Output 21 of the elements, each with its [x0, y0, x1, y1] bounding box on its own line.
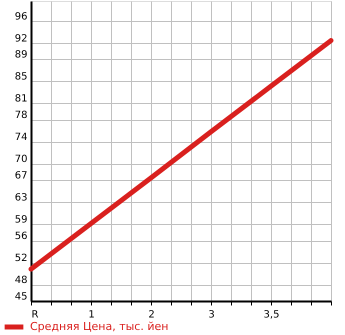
y-tick-label: 45	[14, 292, 28, 302]
y-tick-label: 59	[14, 214, 28, 226]
x-tick-label: 1	[88, 310, 95, 320]
x-tick-label: 2	[148, 310, 155, 320]
y-tick-label: 92	[14, 33, 28, 44]
y-tick-label: 96	[14, 11, 28, 22]
y-tick-label: 70	[14, 154, 28, 166]
x-tick-label: 3	[208, 310, 215, 320]
y-tick-label: 48	[14, 275, 28, 286]
y-tick-label: 52	[14, 253, 28, 264]
y-tick-label: 89	[14, 50, 28, 61]
y-tick-label: 78	[14, 110, 28, 122]
legend-label: Средняя Цена, тыс. йен	[30, 320, 168, 333]
x-tick-label: R	[32, 310, 38, 320]
x-tick-label: 3,5	[264, 310, 280, 320]
y-tick-label: 56	[14, 231, 28, 242]
y-tick-label: 81	[14, 94, 28, 105]
y-tick-label: 85	[14, 72, 28, 83]
y-tick-label: 74	[14, 132, 28, 144]
y-tick-label: 67	[14, 170, 28, 182]
y-tick-label: 63	[14, 192, 28, 204]
